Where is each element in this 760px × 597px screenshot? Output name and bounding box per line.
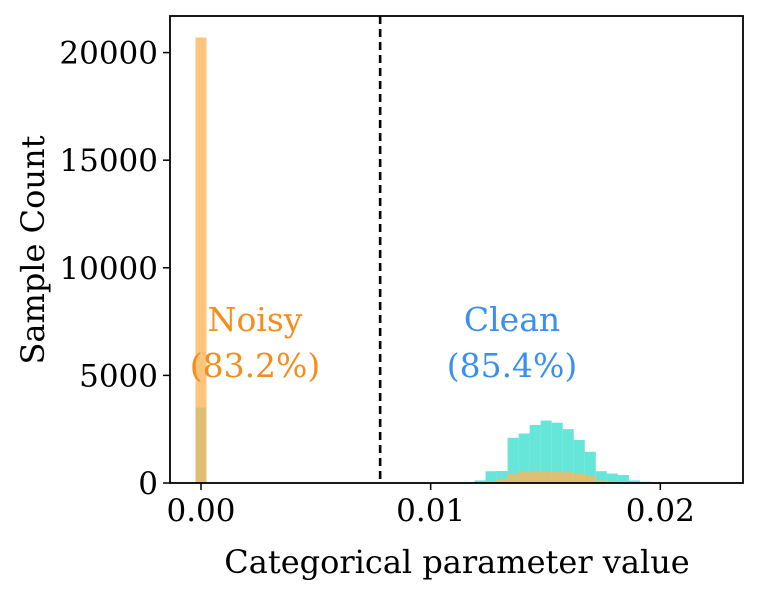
bar-series-0-bin-9 (562, 429, 574, 483)
bar-series-1-bin-0 (195, 37, 207, 483)
y-tick-label: 10000 (59, 251, 158, 287)
y-tick-label: 15000 (59, 143, 158, 179)
bar-series-0-bin-10 (573, 439, 585, 483)
x-tick-label: 0.00 (166, 493, 235, 529)
bar-series-0-bin-8 (551, 422, 563, 483)
annotation-clean-percent: (85.4%) (447, 346, 578, 385)
plot-frame (169, 15, 744, 484)
bar-series-1-bin-10 (584, 475, 596, 483)
bar-series-1-bin-2 (496, 478, 508, 483)
x-axis-title: Categorical parameter value (224, 543, 689, 581)
annotation-clean-label: Clean (464, 300, 560, 339)
x-tick-label: 0.01 (396, 493, 465, 529)
bar-series-0-bin-4 (507, 437, 519, 483)
bar-series-0-bin-2 (485, 471, 497, 483)
annotation-noisy-percent: (83.2%) (190, 346, 321, 385)
bar-series-1-bin-8 (562, 472, 574, 483)
bar-series-0-bin-5 (518, 433, 530, 483)
bar-series-0-bin-3 (496, 470, 508, 483)
x-tick-label: 0.02 (626, 493, 695, 529)
bar-series-0-bin-14 (617, 475, 629, 483)
bar-series-1-bin-11 (595, 480, 607, 483)
y-tick-label: 20000 (59, 36, 158, 72)
bar-series-1-bin-7 (551, 471, 563, 483)
bar-series-0-bin-13 (606, 473, 618, 483)
ticks-layer: 0.00 0.01 0.02 0 5000 10000 15000 20000 (59, 36, 694, 529)
bar-series-1-bin-9 (573, 473, 585, 483)
bars-layer (195, 37, 673, 483)
y-tick-label: 0 (138, 466, 158, 502)
bar-series-0-bin-15 (628, 480, 640, 483)
bar-series-0-bin-1 (474, 480, 486, 483)
bar-series-1-bin-4 (518, 471, 530, 483)
y-tick-label: 5000 (79, 358, 158, 394)
bar-series-0-bin-12 (595, 471, 607, 483)
annotation-noisy-label: Noisy (208, 300, 303, 339)
bar-series-0-bin-7 (540, 420, 552, 483)
y-axis-title: Sample Count (14, 135, 52, 364)
bar-series-1-bin-6 (540, 470, 552, 483)
bar-series-0-bin-6 (529, 424, 541, 483)
bar-series-0-bin-11 (584, 451, 596, 483)
bar-series-1-bin-3 (507, 473, 519, 483)
bar-series-1-bin-5 (529, 470, 541, 483)
